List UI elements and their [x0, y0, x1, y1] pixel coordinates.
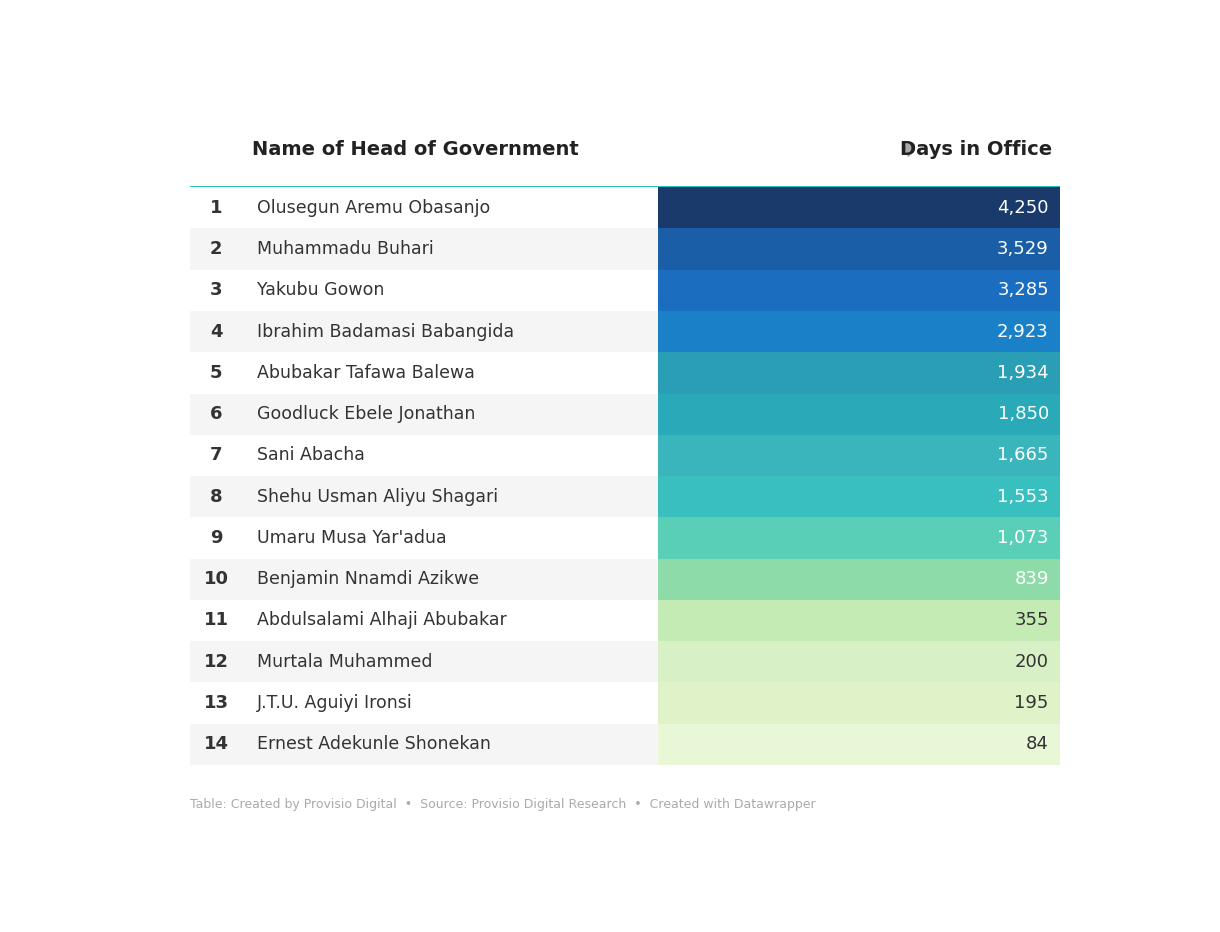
Text: 5: 5 [210, 363, 222, 382]
FancyBboxPatch shape [659, 269, 1060, 311]
Text: 6: 6 [210, 405, 222, 423]
Text: Sani Abacha: Sani Abacha [256, 446, 365, 464]
Text: 2,923: 2,923 [997, 322, 1049, 340]
Text: 200: 200 [1015, 652, 1049, 671]
FancyBboxPatch shape [659, 517, 1060, 558]
Text: 11: 11 [204, 611, 229, 629]
Text: 1,665: 1,665 [998, 446, 1049, 464]
Text: 1,553: 1,553 [997, 487, 1049, 506]
FancyBboxPatch shape [190, 723, 659, 765]
FancyBboxPatch shape [659, 558, 1060, 600]
Text: Ernest Adekunle Shonekan: Ernest Adekunle Shonekan [256, 735, 490, 753]
FancyBboxPatch shape [659, 476, 1060, 517]
Text: Shehu Usman Aliyu Shagari: Shehu Usman Aliyu Shagari [256, 487, 498, 506]
Text: 84: 84 [1026, 735, 1049, 753]
Text: Days in Office: Days in Office [900, 140, 1053, 159]
FancyBboxPatch shape [190, 476, 659, 517]
Text: 1,073: 1,073 [998, 529, 1049, 547]
FancyBboxPatch shape [190, 352, 659, 393]
FancyBboxPatch shape [190, 558, 659, 600]
Text: 10: 10 [204, 570, 229, 588]
FancyBboxPatch shape [659, 187, 1060, 228]
Text: 839: 839 [1015, 570, 1049, 588]
FancyBboxPatch shape [190, 269, 659, 311]
FancyBboxPatch shape [659, 434, 1060, 476]
Text: Olusegun Aremu Obasanjo: Olusegun Aremu Obasanjo [256, 199, 489, 217]
Text: 4,250: 4,250 [997, 199, 1049, 217]
Text: 12: 12 [204, 652, 229, 671]
Text: 3,285: 3,285 [997, 281, 1049, 299]
FancyBboxPatch shape [190, 393, 659, 435]
FancyBboxPatch shape [190, 185, 1060, 189]
FancyBboxPatch shape [190, 682, 659, 723]
Text: 9: 9 [210, 529, 222, 547]
Text: Abdulsalami Alhaji Abubakar: Abdulsalami Alhaji Abubakar [256, 611, 506, 629]
Text: Goodluck Ebele Jonathan: Goodluck Ebele Jonathan [256, 405, 475, 423]
FancyBboxPatch shape [659, 600, 1060, 641]
FancyBboxPatch shape [659, 641, 1060, 682]
Text: Ibrahim Badamasi Babangida: Ibrahim Badamasi Babangida [256, 322, 514, 340]
FancyBboxPatch shape [659, 682, 1060, 723]
Text: Murtala Muhammed: Murtala Muhammed [256, 652, 432, 671]
FancyBboxPatch shape [659, 723, 1060, 765]
Text: Table: Created by Provisio Digital  •  Source: Provisio Digital Research  •  Cre: Table: Created by Provisio Digital • Sou… [190, 799, 816, 812]
Text: 2: 2 [210, 240, 222, 258]
Text: 4: 4 [210, 322, 222, 340]
Text: 3: 3 [210, 281, 222, 299]
Text: 14: 14 [204, 735, 229, 753]
FancyBboxPatch shape [659, 352, 1060, 393]
Text: 1,850: 1,850 [998, 405, 1049, 423]
Text: Umaru Musa Yar'adua: Umaru Musa Yar'adua [256, 529, 447, 547]
FancyBboxPatch shape [190, 641, 659, 682]
FancyBboxPatch shape [190, 600, 659, 641]
Text: 8: 8 [210, 487, 222, 506]
FancyBboxPatch shape [659, 228, 1060, 269]
Text: 195: 195 [1015, 694, 1049, 712]
Text: 7: 7 [210, 446, 222, 464]
Text: Yakubu Gowon: Yakubu Gowon [256, 281, 384, 299]
FancyBboxPatch shape [190, 187, 659, 228]
Text: 1,934: 1,934 [997, 363, 1049, 382]
FancyBboxPatch shape [659, 393, 1060, 435]
Text: 3,529: 3,529 [997, 240, 1049, 258]
FancyBboxPatch shape [190, 517, 659, 558]
Text: 355: 355 [1014, 611, 1049, 629]
Text: Abubakar Tafawa Balewa: Abubakar Tafawa Balewa [256, 363, 475, 382]
Text: Benjamin Nnamdi Azikwe: Benjamin Nnamdi Azikwe [256, 570, 478, 588]
FancyBboxPatch shape [190, 311, 659, 352]
Text: Muhammadu Buhari: Muhammadu Buhari [256, 240, 433, 258]
Text: J.T.U. Aguiyi Ironsi: J.T.U. Aguiyi Ironsi [256, 694, 412, 712]
FancyBboxPatch shape [190, 228, 659, 269]
FancyBboxPatch shape [659, 311, 1060, 352]
Text: Name of Head of Government: Name of Head of Government [251, 140, 578, 159]
Text: 1: 1 [210, 199, 222, 217]
Text: 13: 13 [204, 694, 229, 712]
FancyBboxPatch shape [190, 434, 659, 476]
